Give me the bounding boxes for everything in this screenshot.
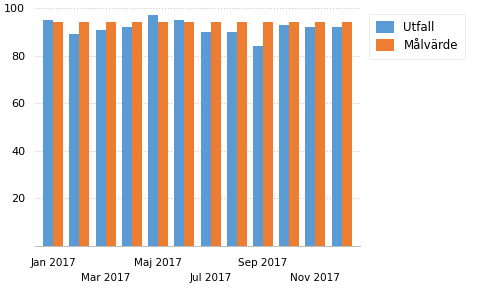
Bar: [158, 22, 168, 246]
Bar: [210, 22, 220, 246]
Bar: [200, 32, 210, 246]
Bar: [184, 22, 194, 246]
Bar: [148, 15, 158, 246]
Bar: [342, 22, 351, 246]
Bar: [96, 30, 106, 246]
Bar: [237, 22, 246, 246]
Legend: Utfall, Målvärde: Utfall, Målvärde: [369, 14, 465, 59]
Bar: [263, 22, 273, 246]
Bar: [132, 22, 142, 246]
Bar: [53, 22, 63, 246]
Bar: [289, 22, 299, 246]
Bar: [306, 27, 316, 246]
Bar: [279, 25, 289, 246]
Bar: [44, 20, 53, 246]
Bar: [122, 27, 132, 246]
Bar: [174, 20, 184, 246]
Bar: [253, 46, 263, 246]
Bar: [106, 22, 116, 246]
Bar: [70, 34, 80, 246]
Bar: [80, 22, 90, 246]
Bar: [316, 22, 326, 246]
Bar: [332, 27, 342, 246]
Bar: [227, 32, 237, 246]
